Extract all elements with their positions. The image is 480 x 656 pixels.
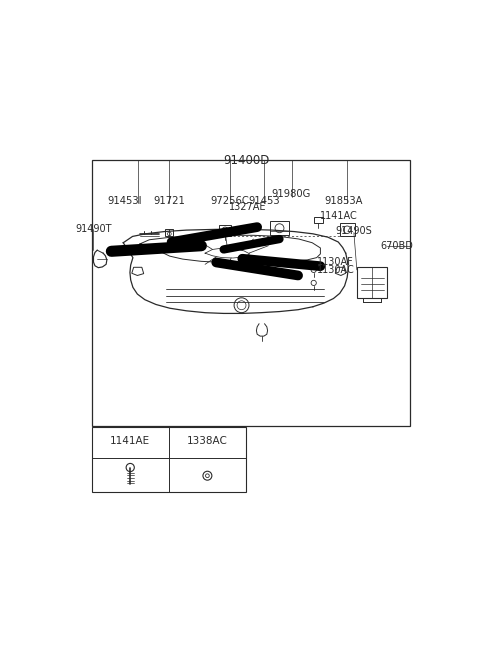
Bar <box>357 267 387 298</box>
Text: 97256C: 97256C <box>210 196 249 206</box>
Bar <box>270 221 289 236</box>
Text: 91453: 91453 <box>248 196 280 206</box>
Text: 91980G: 91980G <box>271 190 311 199</box>
Bar <box>340 223 355 236</box>
Text: 91853A: 91853A <box>324 196 363 206</box>
Text: 1141AC: 1141AC <box>321 211 358 221</box>
Text: 1141AE: 1141AE <box>110 436 150 446</box>
Text: 1338AC: 1338AC <box>187 436 228 446</box>
Text: 91490S: 91490S <box>335 226 372 236</box>
Bar <box>165 230 173 236</box>
Text: 91721: 91721 <box>154 196 186 206</box>
Text: 91400D: 91400D <box>223 154 269 167</box>
Text: 91453I: 91453I <box>108 196 143 206</box>
Text: 1327AE: 1327AE <box>228 203 266 213</box>
Text: 91490T: 91490T <box>75 224 111 234</box>
Bar <box>92 160 410 426</box>
Bar <box>219 225 231 236</box>
Text: 1130AF: 1130AF <box>317 257 353 268</box>
Bar <box>92 427 246 492</box>
Bar <box>314 216 323 224</box>
Text: 1130AC: 1130AC <box>317 265 354 275</box>
Text: 670BD: 670BD <box>381 241 414 251</box>
